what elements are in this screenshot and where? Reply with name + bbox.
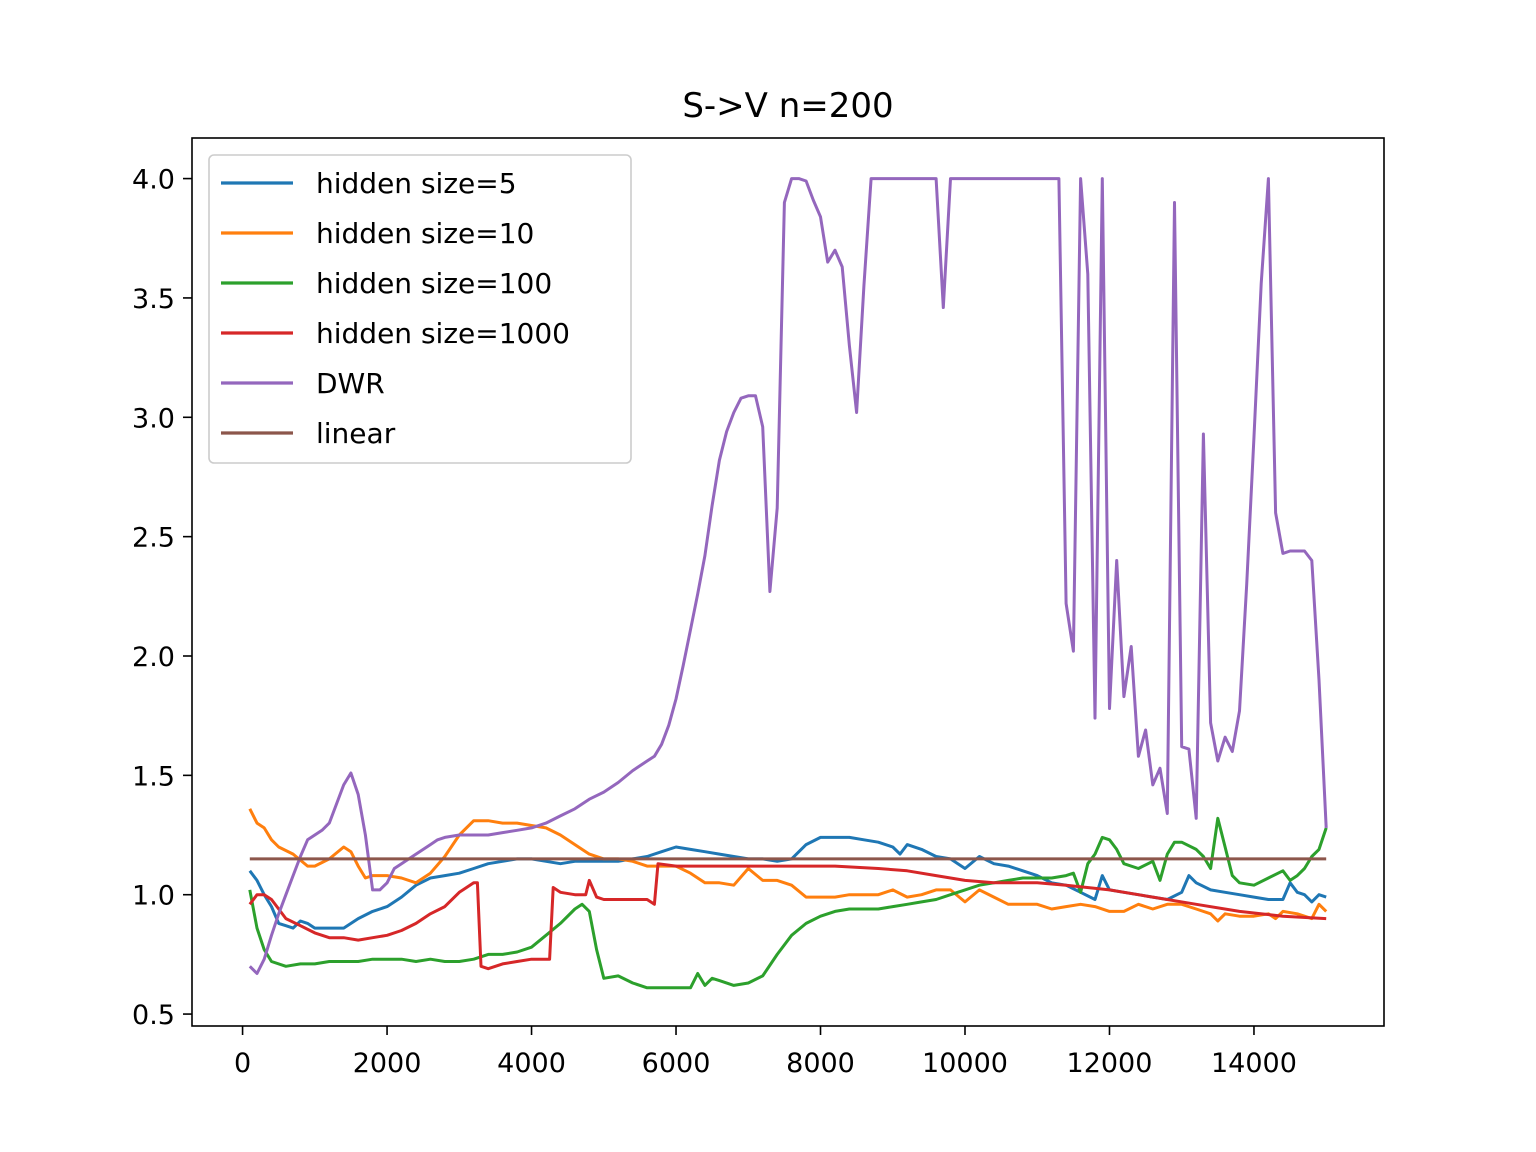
legend-label-0: hidden size=5 (316, 167, 517, 200)
series-line-2 (248, 816, 1328, 990)
series-line-3 (248, 862, 1327, 971)
x-tick-label: 10000 (922, 1048, 1008, 1079)
y-tick-label: 4.0 (132, 165, 175, 196)
x-tick-label: 6000 (642, 1048, 711, 1079)
x-tick-label: 0 (234, 1048, 251, 1079)
series-line-1 (248, 808, 1328, 923)
plot-lines (248, 177, 1328, 990)
legend-label-4: DWR (316, 367, 385, 400)
series-line-4 (248, 177, 1328, 975)
legend-box (208, 154, 632, 464)
chart-title: S->V n=200 (682, 86, 893, 126)
legend: hidden size=5 hidden size=10 hidden size=1… (208, 154, 632, 464)
x-tick-label: 12000 (1067, 1048, 1153, 1079)
y-tick-label: 1.0 (132, 881, 175, 912)
x-tick-label: 2000 (353, 1048, 422, 1079)
legend-label-1: hidden size=10 (316, 217, 534, 250)
legend-label-3: hidden size=1000 (316, 317, 570, 350)
series-line-0 (248, 835, 1327, 930)
y-axis: 0.5 1.0 1.5 2.0 2.5 3.0 3.5 4.0 (132, 165, 192, 1031)
x-tick-label: 14000 (1211, 1048, 1297, 1079)
y-tick-label: 3.5 (132, 284, 175, 315)
legend-label-5: linear (316, 417, 396, 450)
legend-label-2: hidden size=100 (316, 267, 552, 300)
y-tick-label: 3.0 (132, 403, 175, 434)
x-tick-label: 4000 (497, 1048, 566, 1079)
y-tick-label: 0.5 (132, 1000, 175, 1031)
y-tick-label: 2.0 (132, 642, 175, 673)
y-tick-label: 2.5 (132, 523, 175, 554)
x-axis: 0 2000 4000 6000 8000 10000 12000 14000 (234, 1026, 1297, 1079)
x-tick-label: 8000 (786, 1048, 855, 1079)
y-tick-label: 1.5 (132, 761, 175, 792)
plot-frame (191, 137, 1385, 1027)
